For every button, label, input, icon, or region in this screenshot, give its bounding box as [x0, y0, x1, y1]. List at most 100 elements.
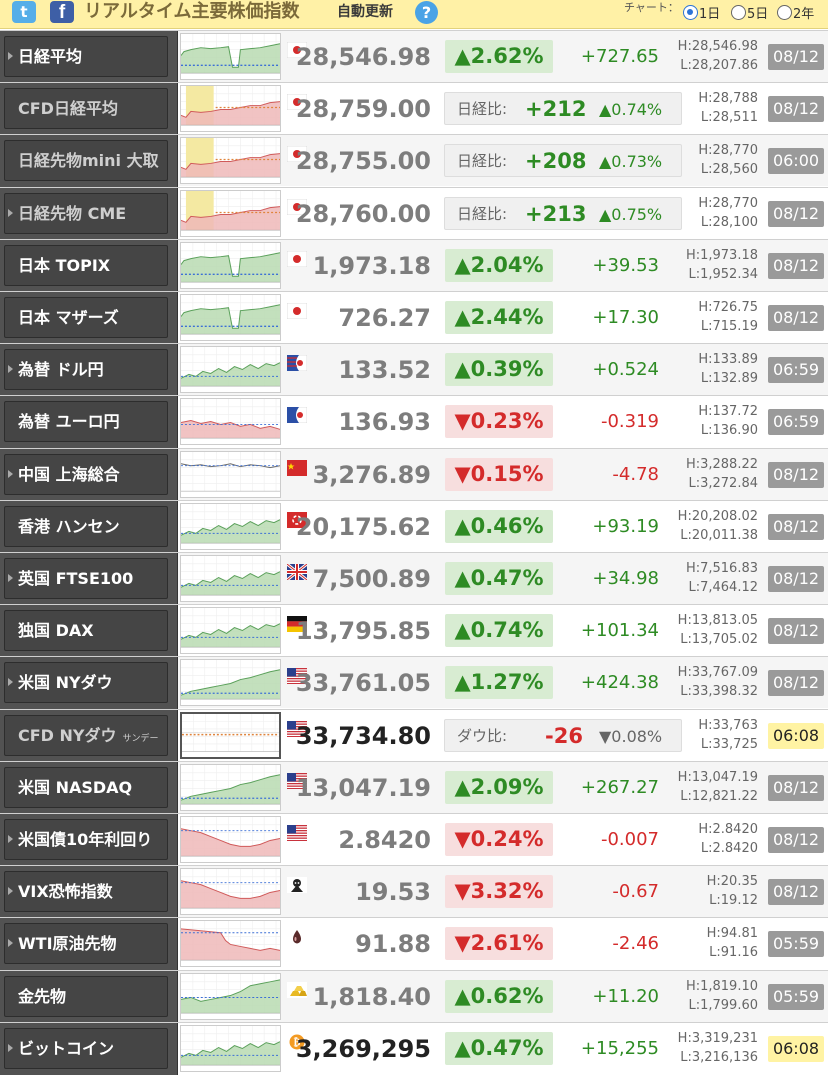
mini-chart[interactable] [180, 711, 281, 759]
range-1day-radio[interactable]: 1日 [683, 3, 720, 22]
table-row[interactable]: 日本 TOPIX 1,973.18 ▲2.04% +39.53 H:1,973.18 L:… [0, 238, 828, 292]
mini-chart[interactable] [180, 450, 281, 498]
mini-chart[interactable] [180, 137, 281, 185]
instrument-name-cell[interactable]: 米国 NASDAQ [0, 761, 178, 814]
high-value: H:726.75 [698, 300, 758, 315]
table-row[interactable]: 米国債10年利回り 2.8420 ▼0.24% -0.007 H:2.8420 L:2.8… [0, 813, 828, 866]
instrument-name-cell[interactable]: 中国 上海総合 [0, 448, 178, 501]
mini-chart[interactable] [180, 1024, 281, 1072]
mini-chart[interactable] [180, 816, 281, 863]
instrument-button[interactable] [4, 923, 168, 965]
expand-arrow-icon[interactable] [8, 835, 13, 843]
instrument-name-cell[interactable]: 米国 NYダウ [0, 657, 178, 710]
mini-chart[interactable] [180, 972, 281, 1020]
instrument-button[interactable] [4, 714, 168, 756]
mini-chart[interactable] [180, 920, 281, 968]
instrument-name-cell[interactable]: CFD NYダウ サンデー [0, 709, 178, 762]
instrument-button[interactable] [4, 453, 168, 495]
table-row[interactable]: 日経平均 28,546.98 ▲2.62% +727.65 H:28,546.98 L:2… [0, 30, 828, 83]
mini-chart[interactable] [180, 33, 281, 80]
price-value: 33,734.80 [295, 721, 431, 750]
table-row[interactable]: 米国 NASDAQ 13,047.19 ▲2.09% +267.27 H:13,047.… [0, 760, 828, 814]
table-row[interactable]: VIX恐怖指数 19.53 ▼3.32% -0.67 H:20.35 L:19.12 08/… [0, 865, 828, 919]
instrument-button[interactable] [4, 766, 168, 808]
table-row[interactable]: CFD NYダウ サンデー 33,734.80 ダウ比: -26 ▼0.08% H:33,7… [0, 708, 828, 762]
mini-chart[interactable] [180, 763, 281, 811]
mini-chart[interactable] [180, 502, 281, 550]
mini-chart[interactable] [180, 607, 281, 655]
table-row[interactable]: 香港 ハンセン 20,175.62 ▲0.46% +93.19 H:20,208.02 L… [0, 499, 828, 553]
expand-arrow-icon[interactable] [8, 574, 13, 582]
expand-arrow-icon[interactable] [8, 52, 13, 60]
instrument-button[interactable] [4, 36, 168, 77]
table-row[interactable]: 日経先物mini 大取 28,755.00 日経比: +208 ▲0.73% H:28,7… [0, 134, 828, 188]
expand-arrow-icon[interactable] [8, 365, 13, 374]
instrument-name-cell[interactable]: 独国 DAX [0, 605, 178, 658]
mini-chart[interactable] [180, 868, 281, 916]
instrument-name-cell[interactable]: CFD日経平均 [0, 83, 178, 136]
table-row[interactable]: 日本 マザーズ 726.27 ▲2.44% +17.30 H:726.75 L:715.1… [0, 291, 828, 344]
twitter-icon[interactable]: t [12, 1, 36, 23]
table-row[interactable]: ビットコイン ₿ 3,269,295 ▲0.47% +15,255 H:3,319,231… [0, 1021, 828, 1075]
instrument-name-cell[interactable]: 日本 TOPIX [0, 239, 178, 292]
table-row[interactable]: 日経先物 CME 28,760.00 日経比: +213 ▲0.75% H:28,770 L… [0, 186, 828, 240]
expand-arrow-icon[interactable] [8, 1043, 13, 1052]
help-icon[interactable]: ? [415, 1, 438, 24]
range-2year-radio[interactable]: 2年 [777, 3, 814, 22]
table-row[interactable]: 為替 ドル円 133.52 ▲0.39% +0.524 H:133.89 L:132.89… [0, 343, 828, 397]
expand-arrow-icon[interactable] [8, 678, 13, 687]
instrument-button[interactable] [4, 401, 168, 443]
instrument-button[interactable] [4, 192, 168, 234]
table-row[interactable]: WTI原油先物 91.88 ▼2.61% -2.46 H:94.81 L:91.16 05:… [0, 917, 828, 971]
range-5day-radio[interactable]: 5日 [731, 3, 768, 22]
mini-chart[interactable] [180, 555, 281, 602]
high-value: H:1,973.18 [685, 247, 758, 263]
expand-arrow-icon[interactable] [8, 939, 13, 948]
expand-arrow-icon[interactable] [8, 887, 13, 896]
instrument-name-cell[interactable]: 為替 ユーロ円 [0, 396, 178, 449]
instrument-name-cell[interactable]: 日経先物 CME [0, 187, 178, 240]
mini-chart[interactable] [180, 398, 281, 446]
table-row[interactable]: 金先物 1,818.40 ▲0.62% +11.20 H:1,819.10 L:1,799… [0, 969, 828, 1023]
instrument-name-cell[interactable]: 米国債10年利回り [0, 814, 178, 866]
expand-arrow-icon[interactable] [8, 469, 13, 478]
instrument-button[interactable] [4, 505, 168, 547]
instrument-name-cell[interactable]: 英国 FTSE100 [0, 553, 178, 605]
instrument-name-cell[interactable]: 日経平均 [0, 31, 178, 83]
instrument-name-cell[interactable]: 日経先物mini 大取 [0, 135, 178, 188]
instrument-button[interactable] [4, 819, 168, 860]
instrument-button[interactable] [4, 244, 168, 286]
instrument-button[interactable] [4, 297, 168, 338]
facebook-icon[interactable]: f [50, 1, 74, 23]
table-row[interactable]: 独国 DAX 13,795.85 ▲0.74% +101.34 H:13,813.05 L… [0, 604, 828, 658]
mini-chart[interactable] [180, 189, 281, 237]
instrument-button[interactable] [4, 88, 168, 130]
instrument-name-cell[interactable]: WTI原油先物 [0, 918, 178, 971]
mini-chart[interactable] [180, 346, 281, 394]
table-row[interactable]: 中国 上海総合 3,276.89 ▼0.15% -4.78 H:3,288.22 L:3,… [0, 447, 828, 501]
instrument-name-cell[interactable]: 金先物 [0, 970, 178, 1023]
instrument-button[interactable] [4, 975, 168, 1017]
instrument-name-cell[interactable]: 日本 マザーズ [0, 292, 178, 344]
mini-chart[interactable] [180, 85, 281, 133]
instrument-button[interactable] [4, 558, 168, 599]
table-row[interactable]: 為替 ユーロ円 136.93 ▼0.23% -0.319 H:137.72 L:136.9… [0, 395, 828, 449]
instrument-button[interactable] [4, 610, 168, 652]
instrument-name-cell[interactable]: 香港 ハンセン [0, 500, 178, 553]
table-row[interactable]: 米国 NYダウ 33,761.05 ▲1.27% +424.38 H:33,767.09… [0, 656, 828, 710]
instrument-button[interactable] [4, 349, 168, 391]
expand-arrow-icon[interactable] [8, 208, 13, 217]
instrument-button[interactable] [4, 662, 168, 704]
table-row[interactable]: CFD日経平均 28,759.00 日経比: +212 ▲0.74% H:28,788 L:… [0, 82, 828, 136]
instrument-name-cell[interactable]: VIX恐怖指数 [0, 866, 178, 919]
mini-chart[interactable] [180, 294, 281, 341]
mini-chart[interactable] [180, 241, 281, 289]
instrument-name-cell[interactable]: 為替 ドル円 [0, 344, 178, 397]
instrument-button[interactable] [4, 871, 168, 913]
instrument-name-cell[interactable]: ビットコイン [0, 1022, 178, 1075]
table-row[interactable]: 英国 FTSE100 7,500.89 ▲0.47% +34.98 H:7,516.83… [0, 552, 828, 605]
mini-chart[interactable] [180, 659, 281, 707]
high-value: H:28,770 [698, 143, 758, 159]
instrument-button[interactable] [4, 1027, 168, 1069]
instrument-button[interactable] [4, 140, 168, 182]
